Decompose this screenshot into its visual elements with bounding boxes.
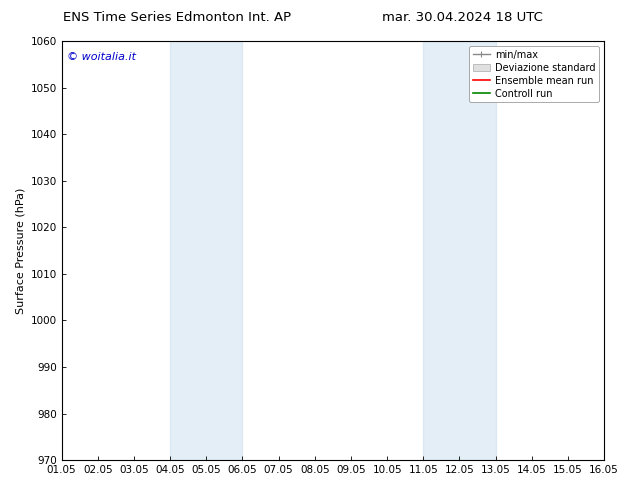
Text: ENS Time Series Edmonton Int. AP: ENS Time Series Edmonton Int. AP — [63, 11, 292, 24]
Bar — [424, 41, 496, 460]
Bar — [170, 41, 242, 460]
Y-axis label: Surface Pressure (hPa): Surface Pressure (hPa) — [15, 187, 25, 314]
Text: © woitalia.it: © woitalia.it — [67, 51, 136, 62]
Legend: min/max, Deviazione standard, Ensemble mean run, Controll run: min/max, Deviazione standard, Ensemble m… — [469, 46, 599, 102]
Text: mar. 30.04.2024 18 UTC: mar. 30.04.2024 18 UTC — [382, 11, 543, 24]
